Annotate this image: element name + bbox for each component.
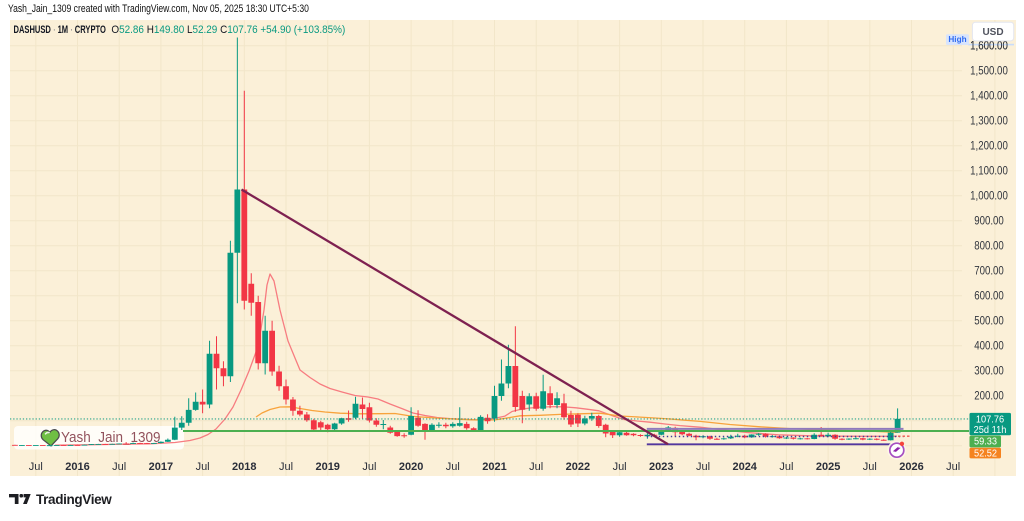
- svg-text:25d 11h: 25d 11h: [974, 424, 1007, 436]
- svg-text:2020: 2020: [399, 461, 423, 473]
- svg-text:Jul: Jul: [196, 461, 210, 473]
- svg-text:1,500.00: 1,500.00: [970, 65, 1008, 78]
- svg-text:107.76: 107.76: [976, 414, 1005, 426]
- svg-text:Jul: Jul: [29, 461, 43, 473]
- svg-text:1,400.00: 1,400.00: [970, 90, 1008, 103]
- svg-text:Jul: Jul: [863, 461, 877, 473]
- svg-text:2025: 2025: [816, 461, 840, 473]
- svg-text:1,000.00: 1,000.00: [970, 190, 1008, 203]
- svg-text:500.00: 500.00: [974, 315, 1004, 328]
- svg-text:700.00: 700.00: [974, 265, 1004, 278]
- svg-text:59.33: 59.33: [974, 436, 998, 448]
- svg-text:2023: 2023: [649, 461, 673, 473]
- svg-text:1,100.00: 1,100.00: [970, 165, 1008, 178]
- svg-text:1,300.00: 1,300.00: [970, 115, 1008, 128]
- svg-text:Jul: Jul: [279, 461, 293, 473]
- svg-text:1,600.00: 1,600.00: [970, 40, 1008, 53]
- svg-text:2022: 2022: [566, 461, 590, 473]
- svg-text:Jul: Jul: [613, 461, 627, 473]
- svg-text:1,200.00: 1,200.00: [970, 140, 1008, 153]
- svg-text:Yash_Jain_1309: Yash_Jain_1309: [61, 429, 161, 446]
- svg-text:2017: 2017: [149, 461, 173, 473]
- svg-text:2019: 2019: [315, 461, 339, 473]
- svg-text:Jul: Jul: [779, 461, 793, 473]
- svg-text:2018: 2018: [232, 461, 256, 473]
- svg-text:Jul: Jul: [529, 461, 543, 473]
- svg-text:600.00: 600.00: [974, 290, 1004, 303]
- svg-text:1,600.00: 1,600.00: [970, 40, 1008, 53]
- svg-text:Jul: Jul: [362, 461, 376, 473]
- svg-text:900.00: 900.00: [974, 215, 1004, 228]
- svg-text:Jul: Jul: [946, 461, 960, 473]
- svg-text:High: High: [948, 35, 966, 44]
- svg-text:400.00: 400.00: [974, 340, 1004, 353]
- svg-text:2024: 2024: [732, 461, 757, 473]
- svg-text:Jul: Jul: [446, 461, 460, 473]
- svg-text:Jul: Jul: [696, 461, 710, 473]
- svg-text:USD: USD: [982, 27, 1003, 38]
- svg-text:300.00: 300.00: [974, 365, 1004, 378]
- svg-text:200.00: 200.00: [974, 390, 1004, 403]
- svg-text:2016: 2016: [65, 461, 89, 473]
- svg-text:52.52: 52.52: [974, 448, 997, 460]
- svg-text:2026: 2026: [899, 461, 923, 473]
- svg-text:O52.86 H149.80 L52.29 C107.76: O52.86 H149.80 L52.29 C107.76 +54.90 (+1…: [111, 25, 345, 36]
- svg-text:2021: 2021: [482, 461, 506, 473]
- svg-text:800.00: 800.00: [974, 240, 1004, 253]
- svg-text:DASHUSD · 1M · CRYPTO: DASHUSD · 1M · CRYPTO: [14, 24, 106, 36]
- svg-text:Jul: Jul: [112, 461, 126, 473]
